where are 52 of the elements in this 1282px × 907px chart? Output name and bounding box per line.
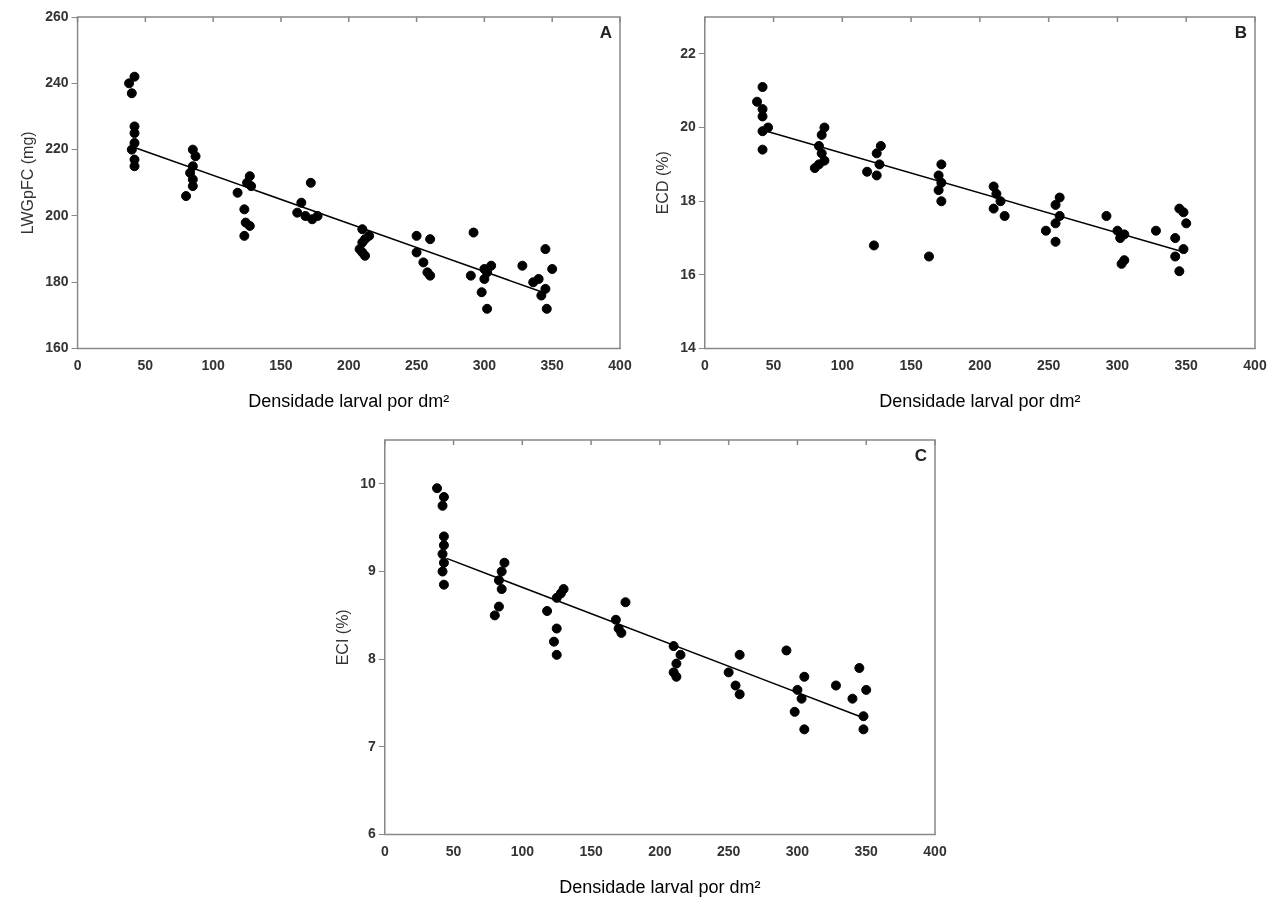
y-axis-title: ECD (%) — [654, 151, 672, 215]
x-tick-label: 100 — [510, 842, 535, 859]
x-tick-label: 100 — [830, 356, 855, 373]
x-tick-label: 400 — [1243, 356, 1267, 373]
y-tick-label: 16 — [680, 265, 696, 282]
x-axis-title: Densidade larval por dm² — [879, 391, 1081, 412]
x-tick-label: 0 — [73, 356, 82, 373]
y-tick-label: 18 — [680, 192, 696, 209]
x-tick-label: 150 — [579, 842, 603, 859]
annotation: C — [914, 446, 927, 466]
y-tick-label: 22 — [680, 44, 696, 61]
y-tick-label: 20 — [680, 118, 696, 135]
x-tick-label: 350 — [540, 356, 565, 373]
x-tick-label: 0 — [380, 842, 389, 859]
y-axis-title: ECI (%) — [334, 609, 352, 666]
x-axis-title: Densidade larval por dm² — [559, 877, 761, 898]
y-tick-label: 8 — [367, 650, 376, 667]
x-tick-label: 300 — [472, 356, 497, 373]
annotation: B — [1234, 23, 1247, 43]
x-tick-label: 50 — [445, 842, 462, 859]
x-axis-title: Densidade larval por dm² — [248, 391, 450, 412]
y-tick-label: 240 — [45, 74, 69, 91]
x-tick-label: 150 — [269, 356, 293, 373]
x-tick-label: 50 — [765, 356, 782, 373]
x-tick-label: 400 — [923, 842, 947, 859]
x-tick-label: 150 — [899, 356, 923, 373]
y-tick-label: 10 — [360, 474, 376, 491]
x-tick-label: 400 — [608, 356, 632, 373]
y-tick-label: 220 — [45, 140, 69, 157]
y-tick-label: 180 — [45, 273, 69, 290]
x-tick-label: 300 — [1105, 356, 1130, 373]
y-axis-title: LWGpFC (mg) — [19, 131, 37, 235]
x-tick-label: 100 — [201, 356, 226, 373]
x-tick-label: 250 — [716, 842, 741, 859]
x-tick-label: 200 — [968, 356, 992, 373]
x-tick-label: 300 — [785, 842, 810, 859]
annotation: A — [599, 23, 612, 43]
x-tick-label: 50 — [137, 356, 154, 373]
x-tick-label: 250 — [1036, 356, 1061, 373]
y-tick-label: 160 — [45, 339, 69, 356]
y-tick-label: 200 — [45, 206, 69, 223]
x-tick-label: 200 — [648, 842, 672, 859]
y-tick-label: 260 — [45, 7, 69, 24]
y-tick-label: 7 — [367, 737, 376, 754]
x-tick-label: 250 — [404, 356, 429, 373]
x-tick-label: 350 — [854, 842, 879, 859]
y-tick-label: 6 — [367, 825, 376, 842]
y-tick-label: 9 — [367, 562, 376, 579]
x-tick-label: 0 — [700, 356, 709, 373]
x-tick-label: 350 — [1174, 356, 1199, 373]
x-tick-label: 200 — [337, 356, 361, 373]
y-tick-label: 14 — [680, 339, 696, 356]
